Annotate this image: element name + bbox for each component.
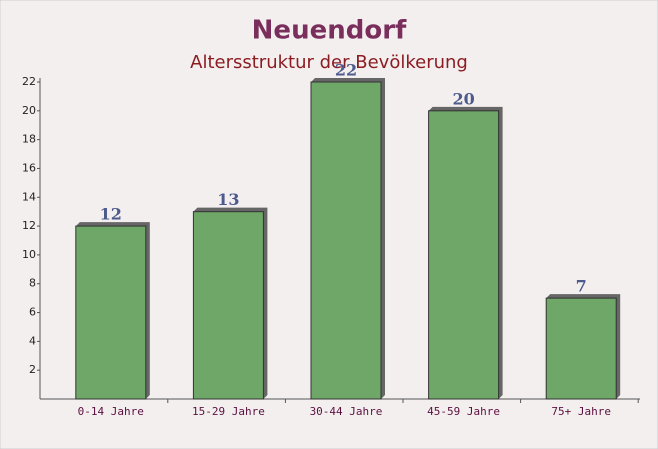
x-tick-label: 30-44 Jahre xyxy=(310,405,383,418)
y-tick-label: 16 xyxy=(22,161,36,174)
x-tick-label: 15-29 Jahre xyxy=(192,405,265,418)
y-tick-label: 20 xyxy=(22,104,36,117)
bar xyxy=(192,211,264,400)
y-tick-label: 18 xyxy=(22,133,36,146)
bar xyxy=(310,81,382,400)
bar xyxy=(428,110,500,400)
chart-subtitle: Altersstruktur der Bevölkerung xyxy=(190,52,468,73)
y-tick-label: 14 xyxy=(22,190,36,203)
y-tick-label: 4 xyxy=(29,334,36,347)
x-tick-label: 45-59 Jahre xyxy=(427,405,500,418)
x-tick-label: 75+ Jahre xyxy=(551,405,611,418)
y-tick-label: 8 xyxy=(29,277,36,290)
y-tick-label: 22 xyxy=(22,75,36,88)
bar xyxy=(75,225,147,400)
value-label: 7 xyxy=(576,277,587,296)
value-label: 20 xyxy=(452,89,474,108)
y-tick-label: 6 xyxy=(29,306,36,319)
value-label: 13 xyxy=(217,190,239,209)
y-tick-label: 10 xyxy=(22,248,36,261)
value-label: 12 xyxy=(100,205,122,224)
y-tick-label: 12 xyxy=(22,219,36,232)
bar xyxy=(545,297,617,400)
x-tick-label: 0-14 Jahre xyxy=(78,405,144,418)
value-label: 22 xyxy=(335,61,357,80)
y-tick-label: 2 xyxy=(29,363,36,376)
chart-title: Neuendorf xyxy=(252,16,407,46)
